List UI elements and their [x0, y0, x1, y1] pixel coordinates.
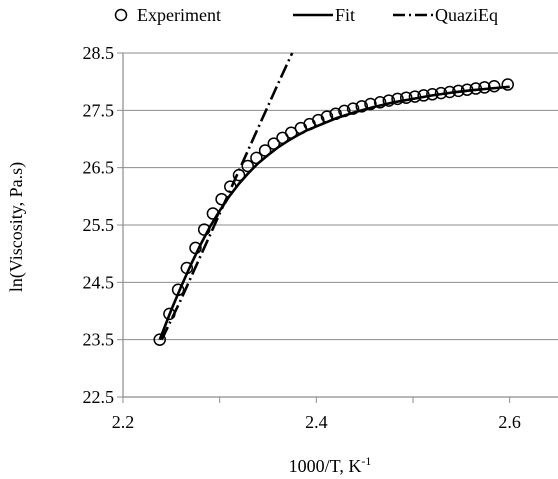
- data-point: [501, 78, 514, 91]
- x-axis-title-superscript: -1: [361, 454, 371, 468]
- data-point: [267, 137, 281, 150]
- legend-item-experiment: Experiment: [114, 5, 221, 25]
- data-point: [163, 307, 176, 321]
- data-point: [232, 168, 246, 182]
- data-point: [460, 83, 474, 96]
- y-tick-label-25.5: 25.5: [83, 215, 115, 235]
- data-point: [382, 94, 396, 107]
- data-point: [329, 107, 342, 121]
- data-point: [171, 283, 185, 297]
- data-point: [391, 92, 404, 106]
- y-tick-label-27.5: 27.5: [83, 100, 115, 120]
- data-point: [180, 261, 194, 275]
- data-point: [346, 102, 360, 115]
- data-point: [399, 91, 413, 104]
- y-tick-label-24.5: 24.5: [83, 272, 115, 292]
- data-point: [197, 223, 211, 236]
- data-point: [338, 104, 351, 118]
- data-point: [434, 86, 448, 100]
- data-point: [258, 144, 272, 157]
- gridlines: [123, 52, 558, 341]
- y-tick-labels: 22.5 23.5 24.5 25.5 26.5 27.5 28.5: [83, 43, 115, 407]
- axes: [117, 52, 558, 403]
- data-point: [478, 81, 491, 94]
- data-point: [320, 110, 334, 123]
- y-tick-label-28.5: 28.5: [83, 43, 115, 63]
- data-point: [469, 82, 483, 95]
- data-point: [443, 85, 456, 99]
- data-point: [250, 151, 263, 165]
- x-tick-labels: 2.2 2.4 2.6: [112, 412, 521, 432]
- data-point: [364, 97, 377, 111]
- y-tick-label-23.5: 23.5: [83, 330, 115, 350]
- legend-label-quazieq: QuaziEq: [435, 5, 498, 25]
- data-point: [487, 80, 501, 93]
- legend-item-quazieq: QuaziEq: [393, 5, 498, 25]
- data-point: [189, 241, 202, 255]
- data-point: [153, 333, 166, 346]
- x-tick-label-2.2: 2.2: [112, 412, 135, 432]
- data-point: [417, 89, 430, 102]
- data-point: [241, 159, 254, 173]
- data-point: [355, 100, 369, 113]
- data-point: [206, 207, 220, 220]
- y-axis-title: ln(Viscosity, Pa.s): [6, 162, 27, 292]
- y-tick-label-22.5: 22.5: [83, 387, 115, 407]
- data-point: [215, 192, 228, 206]
- x-axis-title-text: 1000/T, K: [289, 456, 362, 476]
- legend-label-fit: Fit: [335, 5, 355, 25]
- data-point: [224, 180, 237, 193]
- x-tick-label-2.4: 2.4: [305, 412, 328, 432]
- x-axis-title: 1000/T, K-1: [289, 454, 372, 476]
- y-tick-label-26.5: 26.5: [83, 158, 115, 178]
- legend-label-experiment: Experiment: [137, 5, 221, 25]
- x-tick-label-2.6: 2.6: [498, 412, 521, 432]
- experiment-points: [153, 78, 514, 346]
- data-point: [312, 113, 325, 127]
- data-point: [452, 84, 465, 98]
- legend-marker-experiment: [114, 8, 128, 22]
- legend: Experiment Fit QuaziEq: [114, 5, 498, 25]
- data-point: [373, 96, 387, 109]
- data-point: [426, 88, 439, 101]
- data-point: [408, 90, 422, 103]
- legend-item-fit: Fit: [293, 5, 355, 25]
